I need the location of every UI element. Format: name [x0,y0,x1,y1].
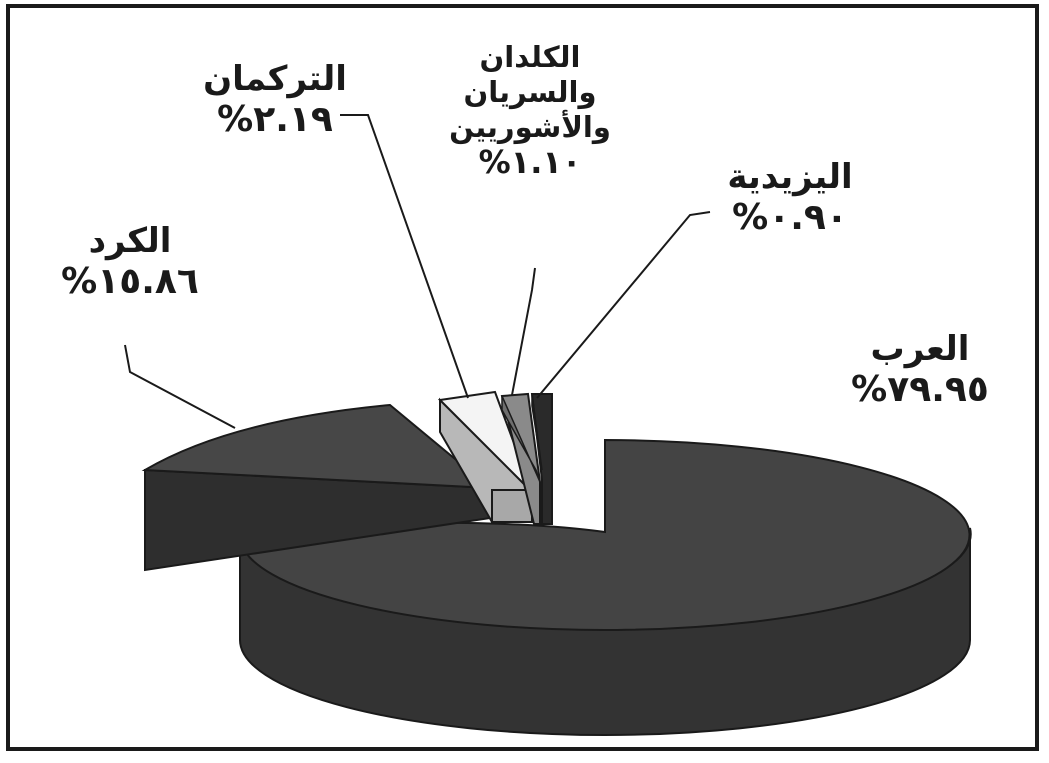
pie-slice-kurds [141,403,493,572]
leader-line-chaldeans [511,267,536,396]
leader-line-turkmen [340,114,469,399]
slice-label-chaldeans-line2: والسريان [463,74,597,109]
slice-value-chaldeans: %١.١٠ [478,143,582,182]
slice-label-chaldeans-line1: الكلدان [479,40,581,74]
label-kurds: الكرد %١٥.٨٦ [30,221,230,303]
slice-value-arabs: %٧٩.٩٥ [851,369,989,411]
slice-label-arabs: العرب [870,329,970,369]
slice-label-yazidis: اليزيدية [727,157,853,197]
label-arabs: العرب %٧٩.٩٥ [830,329,1010,411]
slice-label-turkmen: التركمان [203,59,347,99]
label-yazidis: اليزيدية %٠.٩٠ [705,157,875,239]
label-turkmen: التركمان %٢.١٩ [185,59,365,141]
slice-value-kurds: %١٥.٨٦ [61,261,199,303]
slice-value-yazidis: %٠.٩٠ [732,197,848,239]
pie-slice-chaldeans [500,392,541,525]
slice-label-chaldeans-line3: والأشوريين [449,109,611,144]
pie-slice-yazidis [530,393,553,525]
leader-line-kurds [124,344,236,429]
leader-line-yazidis [536,211,711,399]
label-chaldeans: الكلدان والسريان والأشوريين %١.١٠ [440,40,620,181]
slice-value-turkmen: %٢.١٩ [217,99,333,141]
slice-label-kurds: الكرد [88,221,172,261]
